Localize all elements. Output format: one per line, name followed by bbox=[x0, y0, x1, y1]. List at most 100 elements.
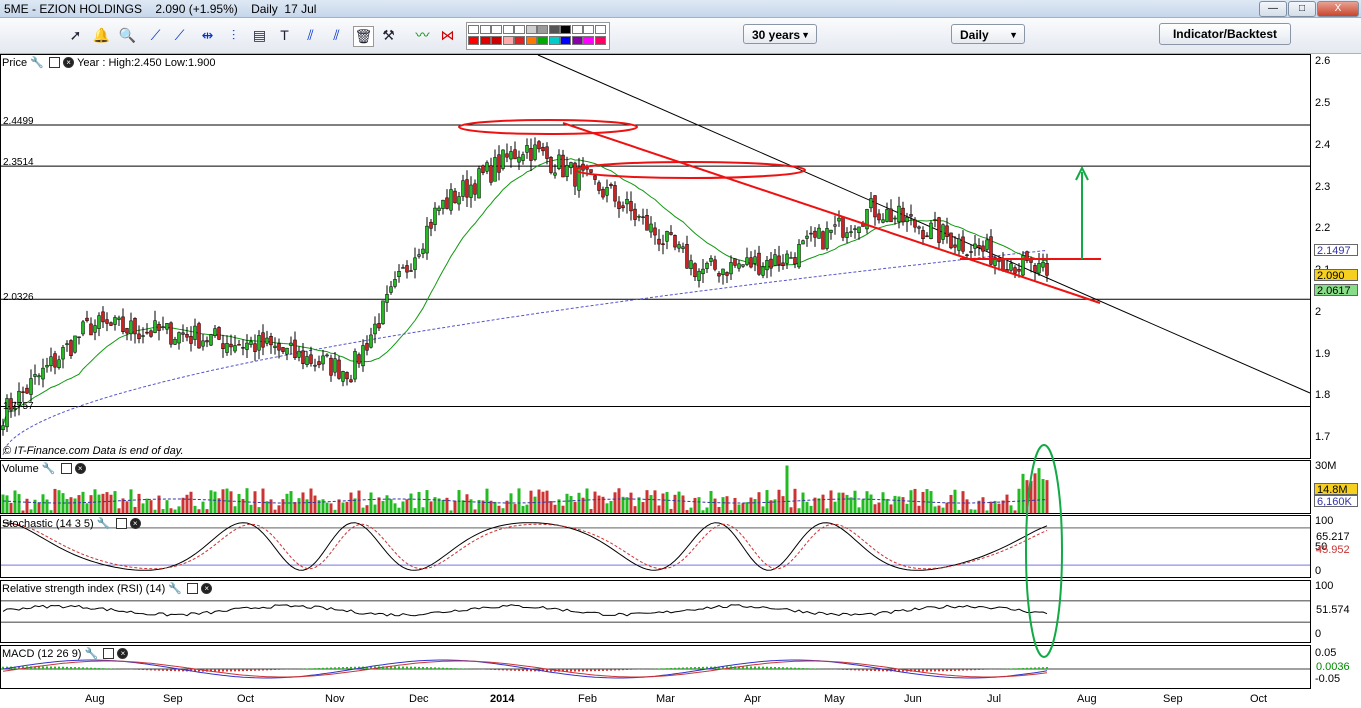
palette-color[interactable] bbox=[468, 25, 479, 34]
alarm-bell-icon[interactable]: 🔔 bbox=[92, 27, 111, 43]
palette-color[interactable] bbox=[525, 36, 537, 45]
window-icon[interactable] bbox=[187, 583, 199, 594]
close-panel-icon[interactable]: × bbox=[201, 583, 213, 594]
pattern-icon[interactable]: ⋈ bbox=[440, 27, 455, 43]
wrench-icon[interactable]: 🔧 bbox=[84, 648, 99, 660]
palette-color[interactable] bbox=[594, 36, 606, 45]
palette-color[interactable] bbox=[502, 36, 514, 45]
volume-axis[interactable]: 30M 14.8M 6,160K bbox=[1311, 460, 1361, 514]
palette-color[interactable] bbox=[583, 36, 594, 45]
palette-color[interactable] bbox=[548, 36, 560, 45]
candle-body bbox=[525, 145, 529, 153]
minimize-button[interactable]: — bbox=[1259, 1, 1287, 17]
close-panel-icon[interactable]: × bbox=[117, 648, 129, 659]
close-panel-icon[interactable]: × bbox=[74, 463, 86, 474]
volume-avg-tag: 6,160K bbox=[1314, 495, 1358, 508]
macd-histogram-bar bbox=[666, 668, 668, 669]
palette-color[interactable] bbox=[537, 25, 548, 34]
palette-color[interactable] bbox=[525, 25, 537, 34]
palette-color[interactable] bbox=[468, 36, 479, 45]
macd-histogram-bar bbox=[282, 669, 284, 670]
macd-histogram-bar bbox=[622, 669, 624, 671]
candle-body bbox=[437, 207, 441, 211]
volume-bar bbox=[21, 510, 25, 513]
palette-color[interactable] bbox=[491, 25, 502, 34]
interval-select[interactable]: Daily ▼ bbox=[951, 24, 1025, 44]
macd-histogram-bar bbox=[150, 669, 152, 671]
macd-histogram-bar bbox=[878, 669, 880, 672]
indicator-line-icon[interactable]: 〰 bbox=[415, 27, 430, 43]
horizontal-line-icon[interactable]: ⇹ bbox=[201, 27, 214, 43]
window-icon[interactable] bbox=[115, 518, 127, 529]
indicator-backtest-button[interactable]: Indicator/Backtest bbox=[1159, 23, 1291, 45]
delete-icon[interactable]: 🗑 bbox=[353, 26, 374, 47]
stochastic-axis[interactable]: 100 50 0 65.217 45.952 bbox=[1311, 515, 1361, 578]
candle-body bbox=[981, 245, 985, 252]
volume-bar bbox=[621, 496, 625, 513]
close-panel-icon[interactable]: × bbox=[63, 57, 75, 68]
price-axis[interactable]: 2.62.52.42.32.22.121.91.81.72.14972.0902… bbox=[1311, 54, 1361, 459]
volume-bar bbox=[745, 502, 749, 513]
palette-color[interactable] bbox=[514, 25, 525, 34]
palette-color[interactable] bbox=[594, 25, 606, 34]
candle-body bbox=[845, 232, 849, 238]
vertical-line-icon[interactable]: ⫶ bbox=[231, 27, 236, 43]
channel-icon[interactable]: ⫽ bbox=[333, 27, 340, 43]
trendline-extended-icon[interactable]: ⟋ bbox=[174, 27, 185, 43]
hline-label: 1.7757 bbox=[3, 401, 34, 412]
period-select[interactable]: 30 years ▼ bbox=[743, 24, 817, 44]
volume-bar bbox=[953, 489, 957, 513]
rsi-axis[interactable]: 100 0 51.574 bbox=[1311, 580, 1361, 643]
macd-histogram-bar bbox=[590, 669, 592, 672]
volume-bar bbox=[441, 500, 445, 513]
tools-icon[interactable]: ⚒ bbox=[382, 27, 395, 43]
zoom-icon[interactable]: 🔍 bbox=[118, 27, 137, 43]
palette-color[interactable] bbox=[479, 36, 491, 45]
palette-color[interactable] bbox=[548, 25, 560, 34]
window-icon[interactable] bbox=[60, 463, 72, 474]
palette-color[interactable] bbox=[502, 25, 514, 34]
window-icon[interactable] bbox=[49, 57, 61, 68]
pointer-icon[interactable]: ➚ bbox=[69, 27, 82, 43]
macd-histogram-bar bbox=[842, 669, 844, 670]
macd-histogram-bar bbox=[954, 669, 956, 671]
fibonacci-icon[interactable]: ▤ bbox=[252, 27, 267, 43]
palette-color[interactable] bbox=[560, 36, 571, 45]
palette-color[interactable] bbox=[560, 25, 571, 34]
macd-panel[interactable]: MACD (12 26 9) 🔧 × bbox=[0, 645, 1311, 689]
close-panel-icon[interactable]: × bbox=[129, 518, 141, 529]
macd-histogram-bar bbox=[1030, 667, 1032, 669]
close-button[interactable]: X bbox=[1317, 1, 1359, 17]
palette-color[interactable] bbox=[491, 36, 502, 45]
maximize-button[interactable]: □ bbox=[1288, 1, 1316, 17]
macd-histogram-bar bbox=[578, 669, 580, 672]
macd-histogram-bar bbox=[866, 669, 868, 671]
palette-color[interactable] bbox=[479, 25, 491, 34]
parallel-lines-icon[interactable]: ⫽ bbox=[307, 27, 314, 43]
color-palette[interactable] bbox=[466, 22, 610, 50]
wrench-icon[interactable]: 🔧 bbox=[96, 518, 111, 530]
volume-bar bbox=[773, 499, 777, 513]
palette-color[interactable] bbox=[571, 36, 583, 45]
palette-color[interactable] bbox=[537, 36, 548, 45]
rsi-panel[interactable]: Relative strength index (RSI) (14) 🔧 × bbox=[0, 580, 1311, 643]
window-icon[interactable] bbox=[103, 648, 115, 659]
palette-color[interactable] bbox=[514, 36, 525, 45]
wrench-icon[interactable]: 🔧 bbox=[30, 57, 44, 69]
candle-body bbox=[433, 207, 437, 225]
volume-bar bbox=[897, 496, 901, 513]
wrench-icon[interactable]: 🔧 bbox=[168, 583, 182, 595]
volume-bar bbox=[677, 491, 681, 513]
macd-histogram-bar bbox=[574, 669, 576, 672]
trendline-icon[interactable]: ⟋ bbox=[150, 27, 161, 43]
macd-histogram-bar bbox=[486, 669, 488, 670]
wrench-icon[interactable]: 🔧 bbox=[41, 463, 56, 475]
volume-bar bbox=[589, 508, 593, 513]
palette-color[interactable] bbox=[583, 25, 594, 34]
macd-axis[interactable]: 0.05 -0.05 0.0036 bbox=[1311, 645, 1361, 689]
volume-bar bbox=[637, 497, 641, 513]
candle-body bbox=[889, 208, 893, 223]
text-tool-icon[interactable]: T bbox=[280, 27, 289, 43]
price-panel[interactable]: Price 🔧 × Year : High:2.450 Low:1.900 2.… bbox=[0, 54, 1311, 459]
palette-color[interactable] bbox=[571, 25, 583, 34]
